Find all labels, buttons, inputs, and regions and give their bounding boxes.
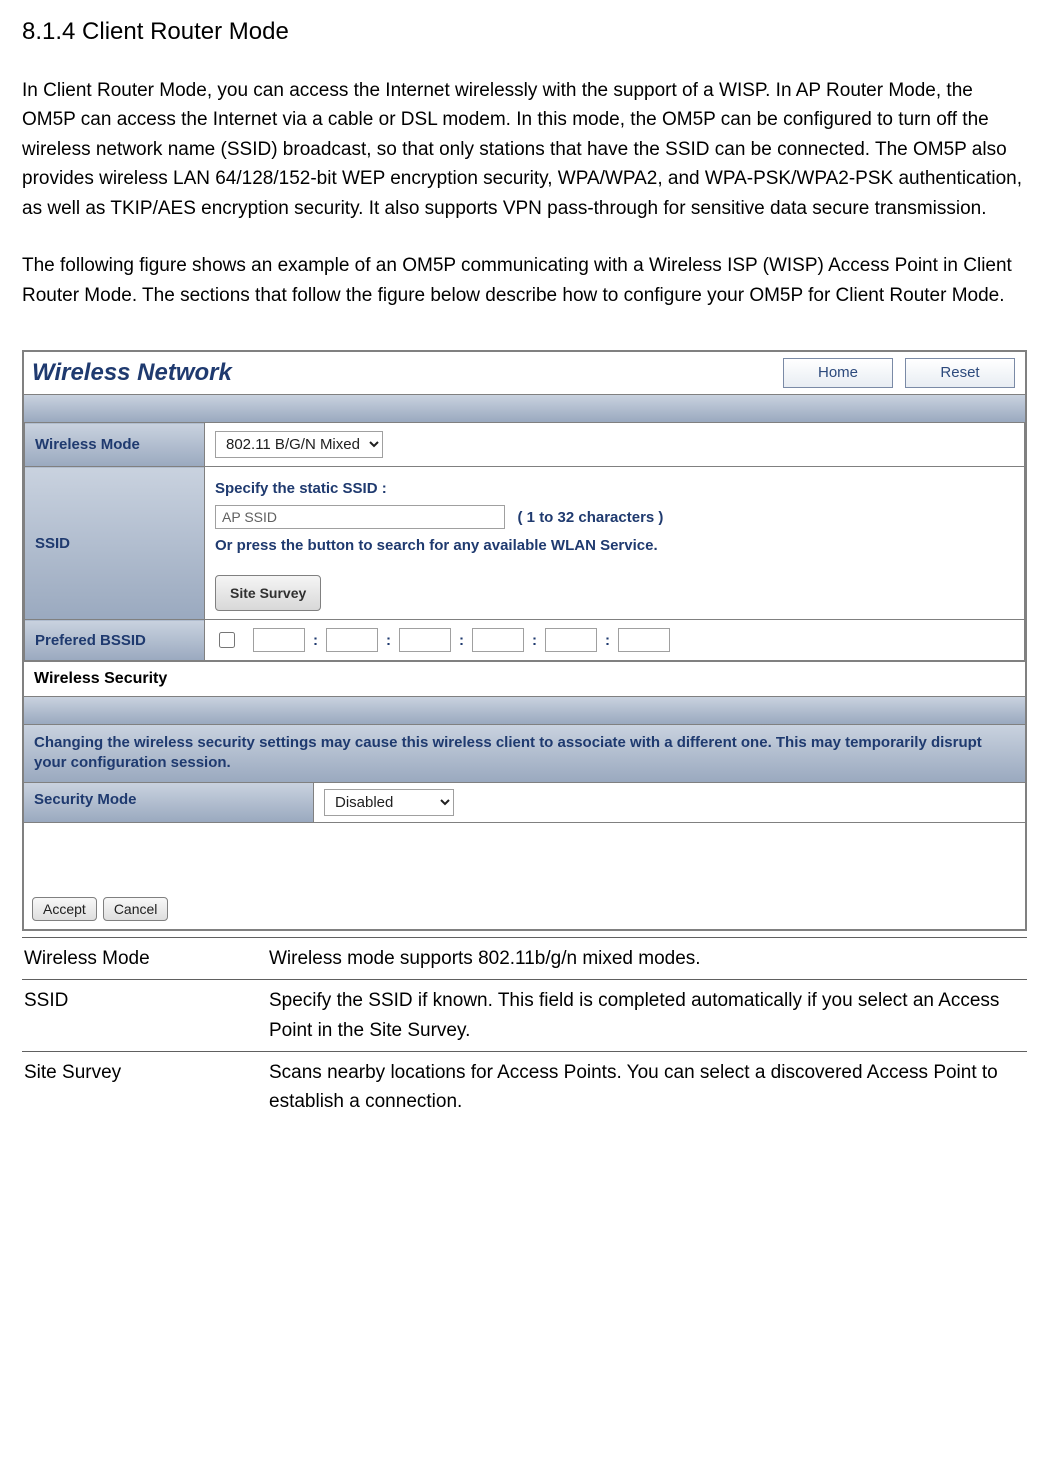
def-desc: Specify the SSID if known. This field is… [267,980,1027,1052]
reset-button[interactable]: Reset [905,358,1015,388]
panel-header: Wireless Network Home Reset [24,352,1025,394]
bssid-octet-1[interactable] [253,628,305,652]
ssid-row: SSID Specify the static SSID : ( 1 to 32… [25,467,1025,620]
wireless-security-heading: Wireless Security [24,661,1025,696]
security-mode-label: Security Mode [24,783,314,822]
wireless-network-panel: Wireless Network Home Reset Wireless Mod… [22,350,1027,931]
def-term: SSID [22,980,267,1052]
colon-sep: : [532,632,537,649]
bssid-label: Prefered BSSID [25,620,205,661]
def-term: Site Survey [22,1051,267,1122]
bssid-octet-6[interactable] [618,628,670,652]
colon-sep: : [605,632,610,649]
ssid-specify-text: Specify the static SSID : [215,475,1014,504]
bssid-octet-3[interactable] [399,628,451,652]
cancel-button[interactable]: Cancel [103,897,169,921]
intro-paragraph-2: The following figure shows an example of… [22,251,1027,310]
colon-sep: : [313,632,318,649]
home-button[interactable]: Home [783,358,893,388]
panel-title: Wireless Network [32,359,232,387]
wireless-form-table: Wireless Mode 802.11 B/G/N Mixed SSID Sp… [24,422,1025,661]
ssid-or-text: Or press the button to search for any av… [215,532,1014,561]
security-mode-row: Security Mode Disabled [24,782,1025,823]
bssid-octet-2[interactable] [326,628,378,652]
security-gradient-bar [24,696,1025,724]
bssid-octet-5[interactable] [545,628,597,652]
colon-sep: : [386,632,391,649]
wireless-mode-label: Wireless Mode [25,423,205,467]
bssid-octet-4[interactable] [472,628,524,652]
site-survey-button[interactable]: Site Survey [215,575,321,612]
bssid-row: Prefered BSSID : : : : : [25,620,1025,661]
def-row: Wireless Mode Wireless mode supports 802… [22,937,1027,979]
def-row: SSID Specify the SSID if known. This fie… [22,980,1027,1052]
wireless-mode-row: Wireless Mode 802.11 B/G/N Mixed [25,423,1025,467]
header-buttons: Home Reset [783,358,1015,388]
colon-sep: : [459,632,464,649]
intro-paragraph-1: In Client Router Mode, you can access th… [22,76,1027,223]
header-gradient-bar [24,394,1025,422]
def-row: Site Survey Scans nearby locations for A… [22,1051,1027,1122]
security-mode-select[interactable]: Disabled [324,789,454,816]
panel-footer: Accept Cancel [24,891,1025,929]
accept-button[interactable]: Accept [32,897,97,921]
def-term: Wireless Mode [22,937,267,979]
ssid-label: SSID [25,467,205,620]
ssid-input[interactable] [215,505,505,529]
security-warning: Changing the wireless security settings … [24,724,1025,782]
panel-spacer [24,823,1025,891]
wireless-mode-select[interactable]: 802.11 B/G/N Mixed [215,431,383,458]
def-desc: Scans nearby locations for Access Points… [267,1051,1027,1122]
bssid-checkbox[interactable] [219,632,235,648]
section-heading: 8.1.4 Client Router Mode [22,18,1027,46]
def-desc: Wireless mode supports 802.11b/g/n mixed… [267,937,1027,979]
ssid-char-limit: ( 1 to 32 characters ) [518,509,664,526]
definition-table: Wireless Mode Wireless mode supports 802… [22,937,1027,1123]
